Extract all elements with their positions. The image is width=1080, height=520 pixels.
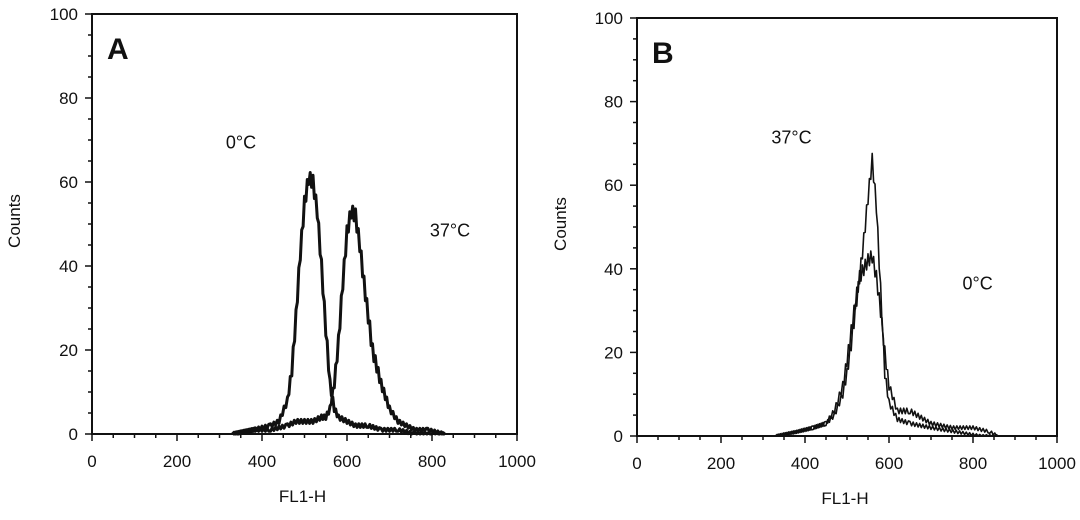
y-tick-label-a: 20 [59, 341, 78, 360]
annotation-a-0: 0°C [226, 132, 256, 152]
series-line-b-1 [775, 250, 999, 437]
y-tick-label-a: 0 [69, 425, 78, 444]
y-tick-label-a: 100 [50, 5, 78, 24]
x-tick-label-b: 0 [632, 454, 641, 473]
y-tick-label-a: 60 [59, 173, 78, 192]
y-tick-label-b: 40 [604, 260, 623, 279]
x-axis-title-a: FL1-H [279, 487, 326, 506]
x-tick-label-a: 0 [87, 452, 96, 471]
y-tick-label-b: 0 [614, 427, 623, 446]
x-tick-label-b: 800 [959, 454, 987, 473]
annotation-b-0: 37°C [771, 127, 811, 147]
y-axis-title-b: Counts [551, 197, 570, 251]
annotation-a-1: 37°C [430, 221, 470, 241]
x-tick-label-a: 800 [418, 452, 446, 471]
x-tick-label-a: 600 [333, 452, 361, 471]
x-tick-label-a: 1000 [498, 452, 536, 471]
y-axis-title-a: Counts [5, 194, 24, 248]
x-tick-label-b: 200 [707, 454, 735, 473]
x-tick-label-b: 400 [791, 454, 819, 473]
y-tick-label-b: 100 [595, 9, 623, 28]
panel-label-a: A [107, 33, 129, 66]
y-tick-label-b: 20 [604, 343, 623, 362]
x-tick-label-a: 400 [248, 452, 276, 471]
x-tick-label-b: 1000 [1038, 454, 1076, 473]
series-line-a-1 [231, 204, 445, 436]
annotation-b-1: 0°C [963, 274, 993, 294]
y-tick-label-b: 60 [604, 176, 623, 195]
x-tick-label-b: 600 [875, 454, 903, 473]
x-tick-label-a: 200 [163, 452, 191, 471]
series-line-b-0 [775, 152, 999, 437]
x-axis-title-b: FL1-H [821, 489, 868, 508]
panel-label-b: B [652, 37, 674, 70]
y-tick-label-a: 40 [59, 257, 78, 276]
y-tick-label-a: 80 [59, 89, 78, 108]
series-line-a-0 [231, 171, 446, 436]
y-tick-label-b: 80 [604, 93, 623, 112]
